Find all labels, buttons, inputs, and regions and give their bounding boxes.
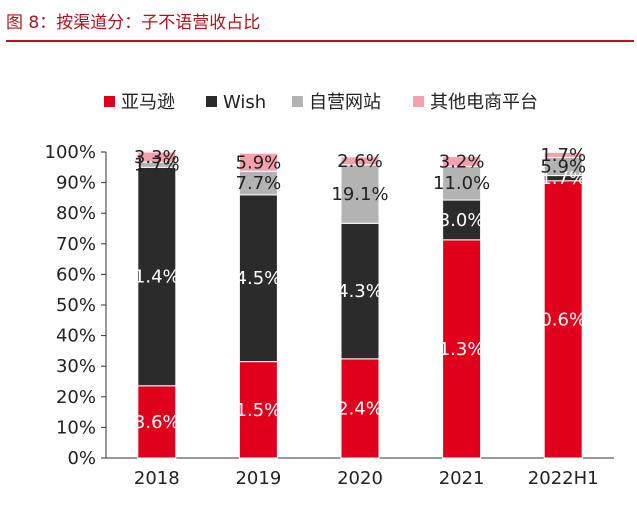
data-label: 3.0% [439, 210, 485, 231]
legend-label-4: 其他电商平台 [430, 92, 538, 113]
bar-segment-1 [543, 180, 583, 459]
data-labels: 3.6%1.4%1.7%3.3%1.5%4.5%7.7%5.9%2.4%4.3%… [134, 145, 586, 433]
bar-segment-2 [137, 166, 177, 387]
x-tick-label: 2020 [337, 468, 383, 489]
legend-swatch-2 [206, 96, 217, 107]
data-label: 1.7% [540, 145, 586, 166]
data-label: 1.4% [134, 267, 180, 288]
y-tick-label: 50% [56, 295, 96, 316]
y-tick-label: 0% [67, 448, 96, 469]
bar-segment-2 [340, 222, 380, 360]
data-label: 1.3% [439, 339, 485, 360]
y-tick-label: 60% [56, 264, 96, 285]
data-label: 4.5% [236, 268, 282, 289]
y-tick-label: 10% [56, 417, 96, 438]
bar-segment-2 [442, 199, 482, 241]
legend-swatch-1 [104, 96, 115, 107]
bar-segment-4 [340, 156, 380, 166]
data-label: 7.7% [236, 173, 282, 194]
y-tick-label: 100% [45, 142, 96, 163]
bar-segment-1 [137, 385, 177, 459]
legend-label-2: Wish [223, 92, 266, 113]
x-tick-label: 2022H1 [528, 468, 599, 489]
bar-segment-2 [238, 194, 278, 363]
data-label: 5.9% [540, 157, 586, 178]
y-tick-label: 90% [56, 173, 96, 194]
x-tick-label: 2019 [235, 468, 281, 489]
legend-swatch-3 [292, 96, 303, 107]
figure-title: 图 8：按渠道分：子不语营收占比 [6, 13, 261, 33]
y-tick-label: 40% [56, 326, 96, 347]
bar-segment-4 [238, 152, 278, 172]
bar-segment-4 [442, 156, 482, 167]
legend-label-1: 亚马逊 [121, 92, 175, 113]
data-label: 1.7% [540, 168, 586, 189]
bar-segment-3 [340, 164, 380, 224]
data-label: 19.1% [331, 184, 388, 205]
axes: 0% 10% 20% 30% 40% 50% 60% 70% 80% 90% 100% 2018 201… [45, 142, 614, 489]
bar-segment-4 [137, 151, 177, 163]
data-label: 5.9% [236, 152, 282, 173]
bars [137, 151, 583, 459]
y-tick-label: 30% [56, 356, 96, 377]
bar-segment-3 [442, 165, 482, 201]
data-label: 2.4% [337, 398, 383, 419]
data-label: 3.2% [439, 151, 485, 172]
data-label: 3.3% [134, 147, 180, 168]
data-label: 4.3% [337, 281, 383, 302]
legend-label-3: 自营网站 [309, 92, 381, 113]
bar-segment-4 [543, 151, 583, 159]
legend-swatch-4 [413, 96, 424, 107]
data-label: 0.6% [540, 309, 586, 330]
bar-segment-1 [340, 358, 380, 459]
data-label: 1.5% [236, 400, 282, 421]
data-label: 3.6% [134, 412, 180, 433]
data-label: 2.6% [337, 151, 383, 172]
x-tick-label: 2018 [134, 468, 180, 489]
x-tick-label: 2021 [439, 468, 485, 489]
bar-segment-1 [238, 361, 278, 459]
data-label: 1.7% [134, 155, 180, 176]
y-tick-label: 20% [56, 387, 96, 408]
title-rule [6, 40, 634, 42]
y-tick-label: 80% [56, 203, 96, 224]
legend: 亚马逊 Wish 自营网站 其他电商平台 [104, 92, 538, 113]
data-label: 11.0% [433, 173, 490, 194]
y-tick-label: 70% [56, 234, 96, 255]
